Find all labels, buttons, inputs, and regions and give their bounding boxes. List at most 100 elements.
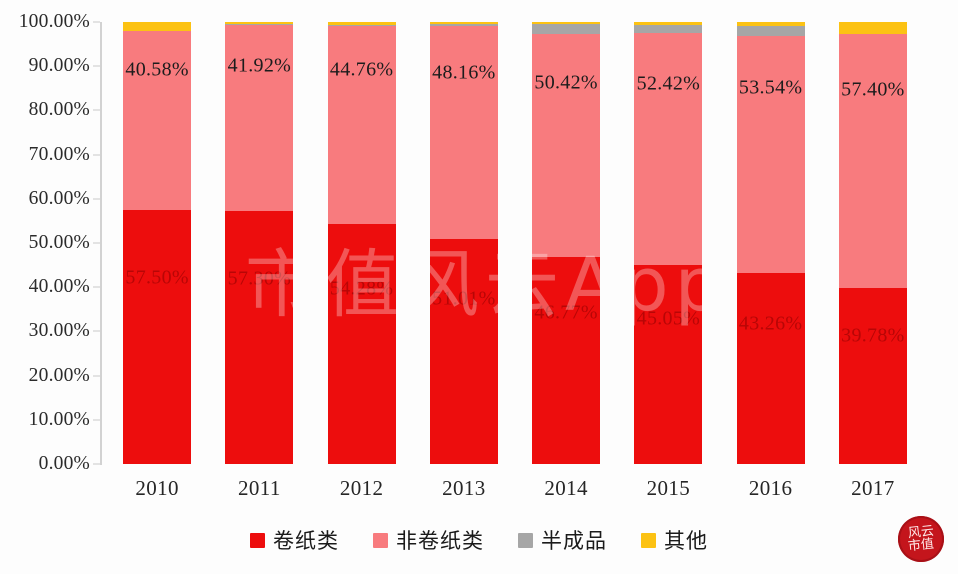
bar-segment[interactable]: 51.01% [429, 238, 498, 464]
y-axis-tick-label: 80.00% [28, 99, 90, 121]
bar-segment[interactable] [225, 22, 294, 25]
bar-value-label: 39.78% [841, 324, 905, 347]
legend-label: 半成品 [541, 529, 607, 553]
stacked-bar[interactable]: 44.76% 54.28% [327, 22, 396, 464]
x-axis-tick-label: 2014 [544, 476, 588, 500]
stacked-bar[interactable]: 52.42% 45.05% [634, 22, 703, 464]
bar-slot-2016: 53.54% 43.26% [720, 22, 822, 464]
bar-segment[interactable] [634, 24, 703, 34]
bar-segment[interactable]: 46.77% [532, 257, 601, 464]
legend-label: 非卷纸类 [396, 529, 484, 553]
stacked-bar[interactable]: 57.40% 39.78% [838, 22, 907, 464]
y-axis: 0.00% 10.00% 20.00% 30.00% 40.00% 50.00% 60.00… [0, 11, 100, 474]
bar-segment[interactable]: 43.26% [736, 272, 805, 464]
bar-slot-2010: 40.58% 57.50% [106, 22, 208, 464]
y-axis-tick-mark [93, 21, 100, 23]
bar-slot-2011: 41.92% 57.30% [208, 22, 310, 464]
bar-slot-2017: 57.40% 39.78% [822, 22, 924, 464]
y-axis-tick-label: 70.00% [28, 143, 90, 165]
bar-segment[interactable]: 48.16% [429, 25, 498, 239]
bar-segment[interactable] [838, 33, 907, 35]
bar-segment[interactable]: 57.50% [123, 209, 192, 464]
bar-segment[interactable]: 41.92% [225, 25, 294, 211]
legend-label: 卷纸类 [273, 529, 339, 553]
bar-segment[interactable] [838, 22, 907, 34]
x-axis-tick-label: 2011 [237, 476, 281, 500]
y-axis-tick-label: 0.00% [38, 453, 90, 474]
bar-value-label: 40.58% [125, 58, 189, 81]
stacked-bar[interactable]: 50.42% 46.77% [532, 22, 601, 464]
bar-segment[interactable] [225, 24, 294, 26]
bar-value-label: 57.30% [227, 267, 292, 290]
bar-segment[interactable] [429, 22, 498, 25]
y-axis-tick-mark [93, 375, 100, 377]
bar-segment[interactable]: 39.78% [838, 288, 907, 464]
chart-legend: 卷纸类 非卷纸类 半成品 其他 [0, 518, 958, 562]
bar-value-label: 43.26% [738, 312, 803, 335]
bar-segment[interactable] [736, 26, 805, 37]
legend-item[interactable]: 半成品 [518, 525, 607, 555]
bar-segment[interactable]: 50.42% [532, 34, 601, 258]
bar-slot-2013: 48.16% 51.01% [413, 22, 515, 464]
stacked-bar[interactable]: 48.16% 51.01% [429, 22, 498, 464]
bar-segment[interactable] [634, 22, 703, 25]
y-axis-tick-label: 60.00% [28, 187, 90, 209]
bar-value-label: 48.16% [432, 61, 496, 84]
bar-slot-2014: 50.42% 46.77% [515, 22, 617, 464]
bar-segment[interactable] [532, 22, 601, 24]
legend-item[interactable]: 非卷纸类 [373, 525, 484, 555]
y-axis-tick-mark [93, 286, 100, 288]
x-axis-tick-label: 2012 [339, 476, 384, 500]
x-axis-tick-label: 2010 [135, 476, 179, 500]
bar-segment[interactable]: 57.30% [225, 210, 294, 464]
bar-value-label: 44.76% [329, 58, 394, 81]
bar-segment[interactable] [736, 22, 805, 26]
bar-segment[interactable]: 40.58% [123, 30, 192, 210]
bar-value-label: 46.77% [534, 301, 598, 324]
legend-item[interactable]: 卷纸类 [250, 525, 339, 555]
y-axis-tick-mark [93, 65, 100, 67]
bar-segment[interactable] [327, 22, 396, 25]
stacked-bar[interactable]: 53.54% 43.26% [736, 22, 805, 464]
stacked-bar[interactable]: 40.58% 57.50% [123, 22, 192, 464]
y-axis-tick-mark [93, 330, 100, 332]
bar-value-label: 54.28% [329, 277, 394, 300]
legend-color-swatch [373, 532, 388, 548]
bar-slot-2015: 52.42% 45.05% [617, 22, 719, 464]
brand-seal-stamp: 风云 市值 [898, 516, 944, 562]
y-axis-tick-label: 40.00% [28, 276, 90, 298]
y-axis-tick-mark [93, 198, 100, 200]
bar-value-label: 53.54% [738, 76, 803, 99]
x-axis-tick-label: 2017 [851, 476, 895, 500]
bar-segment[interactable]: 52.42% [634, 33, 703, 265]
bar-value-label: 51.01% [432, 287, 496, 310]
bar-segment[interactable] [429, 24, 498, 26]
bar-value-label: 52.42% [636, 72, 701, 95]
y-axis-tick-mark [93, 109, 100, 111]
y-axis-tick-label: 10.00% [28, 408, 90, 430]
legend-color-swatch [641, 532, 656, 548]
bar-group: 40.58% 57.50% 41.92% 57.30% 44.76% 54.28% 48.1… [106, 22, 924, 464]
legend-label: 其他 [664, 529, 708, 553]
bar-segment[interactable] [327, 24, 396, 27]
bar-segment[interactable] [123, 22, 192, 31]
y-axis-tick-mark [93, 463, 100, 465]
x-axis-tick-label: 2013 [442, 476, 486, 500]
bar-segment[interactable]: 54.28% [327, 224, 396, 464]
bar-segment[interactable]: 45.05% [634, 264, 703, 464]
bar-segment[interactable] [532, 23, 601, 35]
stacked-bar[interactable]: 41.92% 57.30% [225, 22, 294, 464]
legend-color-swatch [250, 532, 265, 548]
seal-line-2: 市值 [907, 536, 935, 555]
x-axis-tick-label: 2016 [748, 476, 793, 500]
y-axis-tick-mark [93, 242, 100, 244]
y-axis-tick-mark [93, 419, 100, 421]
bar-segment[interactable]: 44.76% [327, 26, 396, 225]
bar-segment[interactable]: 53.54% [736, 36, 805, 273]
bar-value-label: 50.42% [534, 71, 598, 94]
bar-value-label: 57.50% [125, 266, 189, 289]
bar-segment[interactable]: 57.40% [838, 34, 907, 289]
y-axis-tick-label: 30.00% [28, 320, 90, 342]
legend-item[interactable]: 其他 [641, 525, 708, 555]
